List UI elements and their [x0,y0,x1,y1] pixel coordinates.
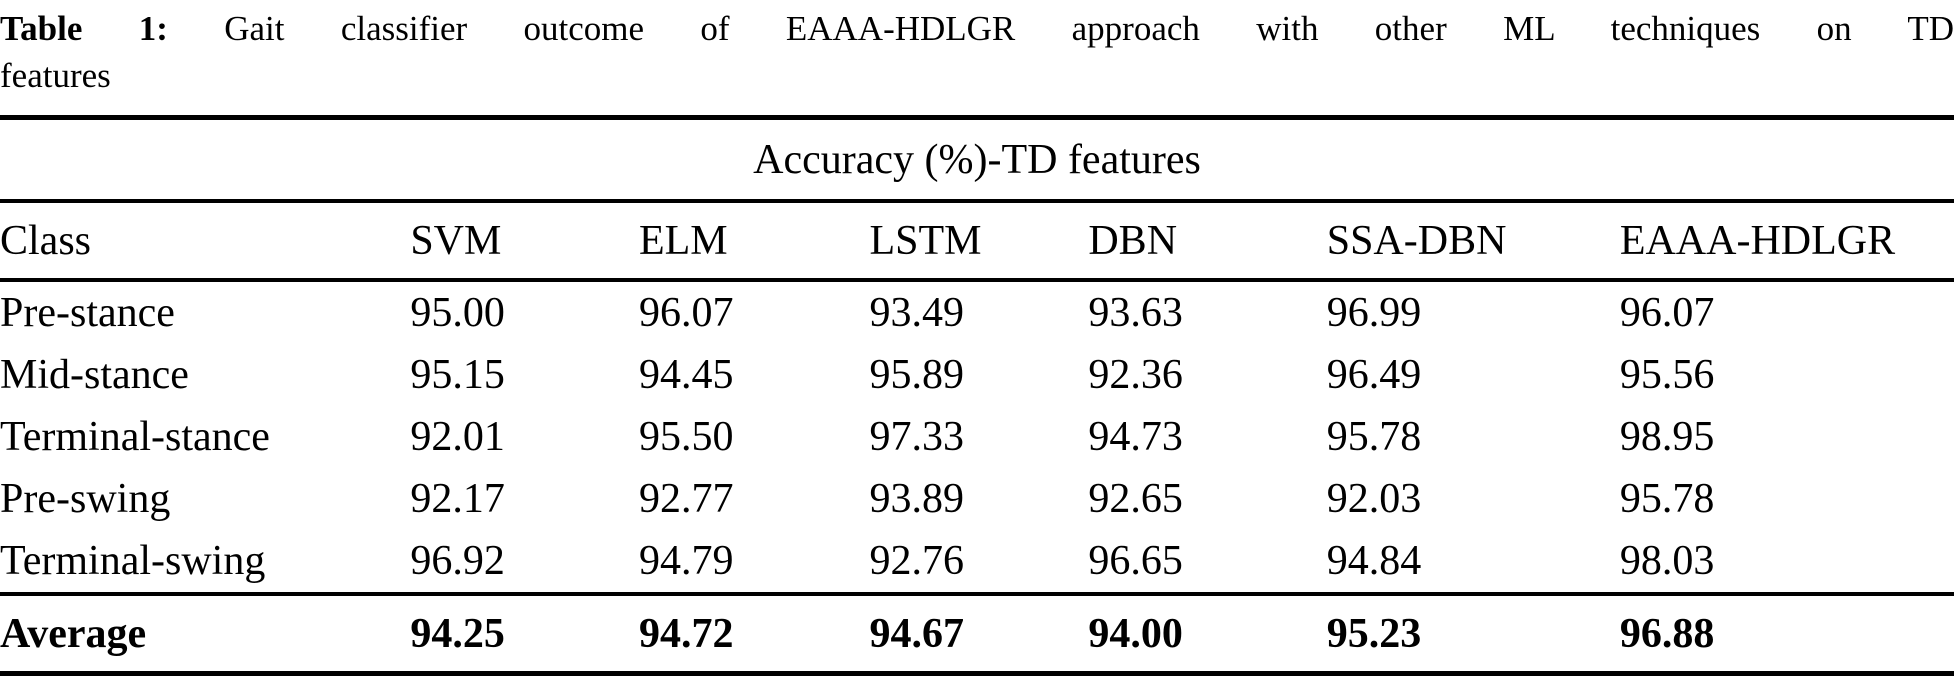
col-header-class: Class [0,201,411,282]
cell-value: 96.99 [1326,290,1422,336]
cell-value: 96.49 [1326,352,1422,398]
caption-line2: features [0,56,111,95]
cell-value: 92.03 [1326,476,1422,522]
average-row: Average 94.25 94.72 94.67 94.00 95.23 96… [0,594,1954,674]
cell-value: 94.45 [638,352,734,398]
cell-value: 98.95 [1619,414,1715,460]
span-header-row: Accuracy (%)-TD features [0,117,1954,203]
table-row: Terminal-swing 96.92 94.79 92.76 96.65 9… [0,530,1954,596]
row-label: Terminal-swing [0,530,411,596]
row-label: Average [0,610,147,657]
cell-value: 93.49 [869,290,965,336]
row-label: Pre-swing [0,476,171,522]
col-header-dbn: DBN [1088,201,1327,282]
cell-value: 95.15 [410,352,505,398]
cell-value: 94.67 [869,610,965,657]
table-caption: Table 1: Gait classifier outcome of EAAA… [0,0,1954,99]
table-row: Pre-swing 92.17 92.77 93.89 92.65 92.03 … [0,468,1954,530]
cell-value: 95.56 [1619,352,1715,398]
cell-value: 95.23 [1326,610,1422,657]
table-row: Pre-stance 95.00 96.07 93.49 93.63 96.99… [0,280,1954,344]
cell-value: 92.65 [1088,476,1183,522]
cell-value: 94.73 [1088,414,1183,460]
col-header-elm: ELM [638,201,870,282]
row-label: Terminal-stance [0,414,270,460]
cell-value: 92.36 [1088,352,1183,398]
cell-value: 96.07 [1619,290,1715,336]
cell-value: 92.17 [410,476,505,522]
cell-value: 95.78 [1326,414,1422,460]
cell-value: 96.07 [638,290,734,336]
cell-value: 93.89 [869,476,965,522]
col-header-lstm: LSTM [869,201,1089,282]
cell-value: 94.25 [410,610,505,657]
column-header-row: Class SVM ELM LSTM DBN SSA-DBN EAAA-HDLG… [0,201,1954,282]
cell-value: 95.89 [869,352,965,398]
row-label: Mid-stance [0,352,189,398]
table-row: Terminal-stance 92.01 95.50 97.33 94.73 … [0,406,1954,468]
cell-value: 92.77 [638,476,734,522]
caption-label: Table 1: [0,9,168,48]
cell-value: 94.84 [1326,530,1620,596]
cell-value: 95.00 [410,290,505,336]
cell-value: 96.88 [1619,610,1715,657]
cell-value: 95.50 [638,414,734,460]
table-row: Mid-stance 95.15 94.45 95.89 92.36 96.49… [0,344,1954,406]
span-header: Accuracy (%)-TD features [0,117,1954,203]
cell-value: 96.92 [410,530,639,596]
cell-value: 94.72 [638,610,734,657]
caption-line1-text: Gait classifier outcome of EAAA-HDLGR ap… [224,9,1954,48]
cell-value: 94.00 [1088,610,1183,657]
cell-value: 97.33 [869,414,965,460]
cell-value: 92.01 [410,414,505,460]
row-label: Pre-stance [0,290,175,336]
results-table: Accuracy (%)-TD features Class SVM ELM L… [0,115,1954,676]
cell-value: 94.79 [638,530,870,596]
cell-value: 95.78 [1619,476,1715,522]
col-header-svm: SVM [410,201,639,282]
caption-line1: Table 1: Gait classifier outcome of EAAA… [0,5,1954,52]
cell-value: 92.76 [869,530,1089,596]
col-header-eaaa-hdlgr: EAAA-HDLGR [1619,201,1954,282]
cell-value: 93.63 [1088,290,1183,336]
cell-value: 96.65 [1088,530,1327,596]
col-header-ssa-dbn: SSA-DBN [1326,201,1620,282]
cell-value: 98.03 [1619,530,1954,596]
